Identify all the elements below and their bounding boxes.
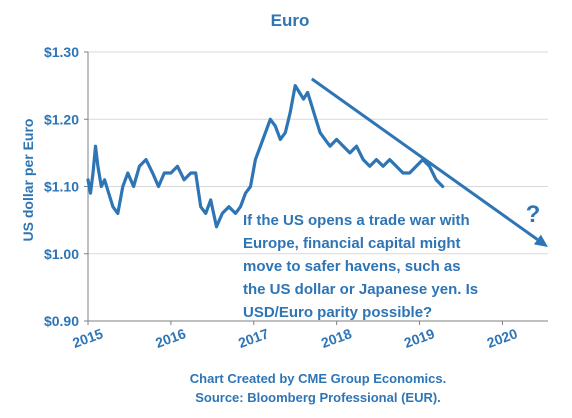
series-lines bbox=[86, 83, 445, 229]
annotation-line: the US dollar or Japanese yen. Is bbox=[243, 281, 478, 298]
annotation-text: If the US opens a trade war with Europe,… bbox=[243, 212, 478, 321]
trend-arrow bbox=[310, 77, 548, 248]
x-tick-labels: 2015 2016 2017 2018 2019 2020 bbox=[70, 321, 520, 351]
euro-series-line bbox=[86, 83, 445, 229]
credit-line: Source: Bloomberg Professional (EUR). bbox=[195, 390, 441, 405]
annotation-line: USD/Euro parity possible? bbox=[243, 304, 432, 321]
y-tick-label: $1.30 bbox=[44, 44, 79, 60]
x-tick-label: 2015 bbox=[70, 325, 105, 351]
trend-arrow-head bbox=[533, 234, 548, 248]
y-tick-label: $1.20 bbox=[44, 111, 79, 127]
x-tick-label: 2020 bbox=[485, 325, 520, 351]
question-mark: ? bbox=[526, 201, 541, 228]
y-tick-labels: $0.90 $1.00 $1.10 $1.20 $1.30 bbox=[44, 44, 88, 329]
annotation-line: move to safer havens, such as bbox=[243, 258, 461, 275]
annotation-line: Europe, financial capital might bbox=[243, 235, 461, 252]
trend-arrow-line bbox=[310, 77, 539, 241]
y-tick-label: $1.10 bbox=[44, 179, 79, 195]
credits: Chart Created by CME Group Economics. So… bbox=[190, 371, 446, 405]
credit-line: Chart Created by CME Group Economics. bbox=[190, 371, 446, 386]
x-tick-label: 2017 bbox=[236, 325, 271, 351]
y-axis-label: US dollar per Euro bbox=[20, 119, 36, 242]
grid-lines bbox=[88, 51, 548, 255]
annotation-line: If the US opens a trade war with bbox=[243, 212, 470, 229]
x-tick-label: 2018 bbox=[319, 325, 354, 351]
chart-title: Euro bbox=[271, 11, 310, 30]
y-tick-label: $0.90 bbox=[44, 313, 79, 329]
y-tick-label: $1.00 bbox=[44, 246, 79, 262]
x-tick-label: 2019 bbox=[402, 325, 437, 351]
x-tick-label: 2016 bbox=[153, 325, 188, 351]
